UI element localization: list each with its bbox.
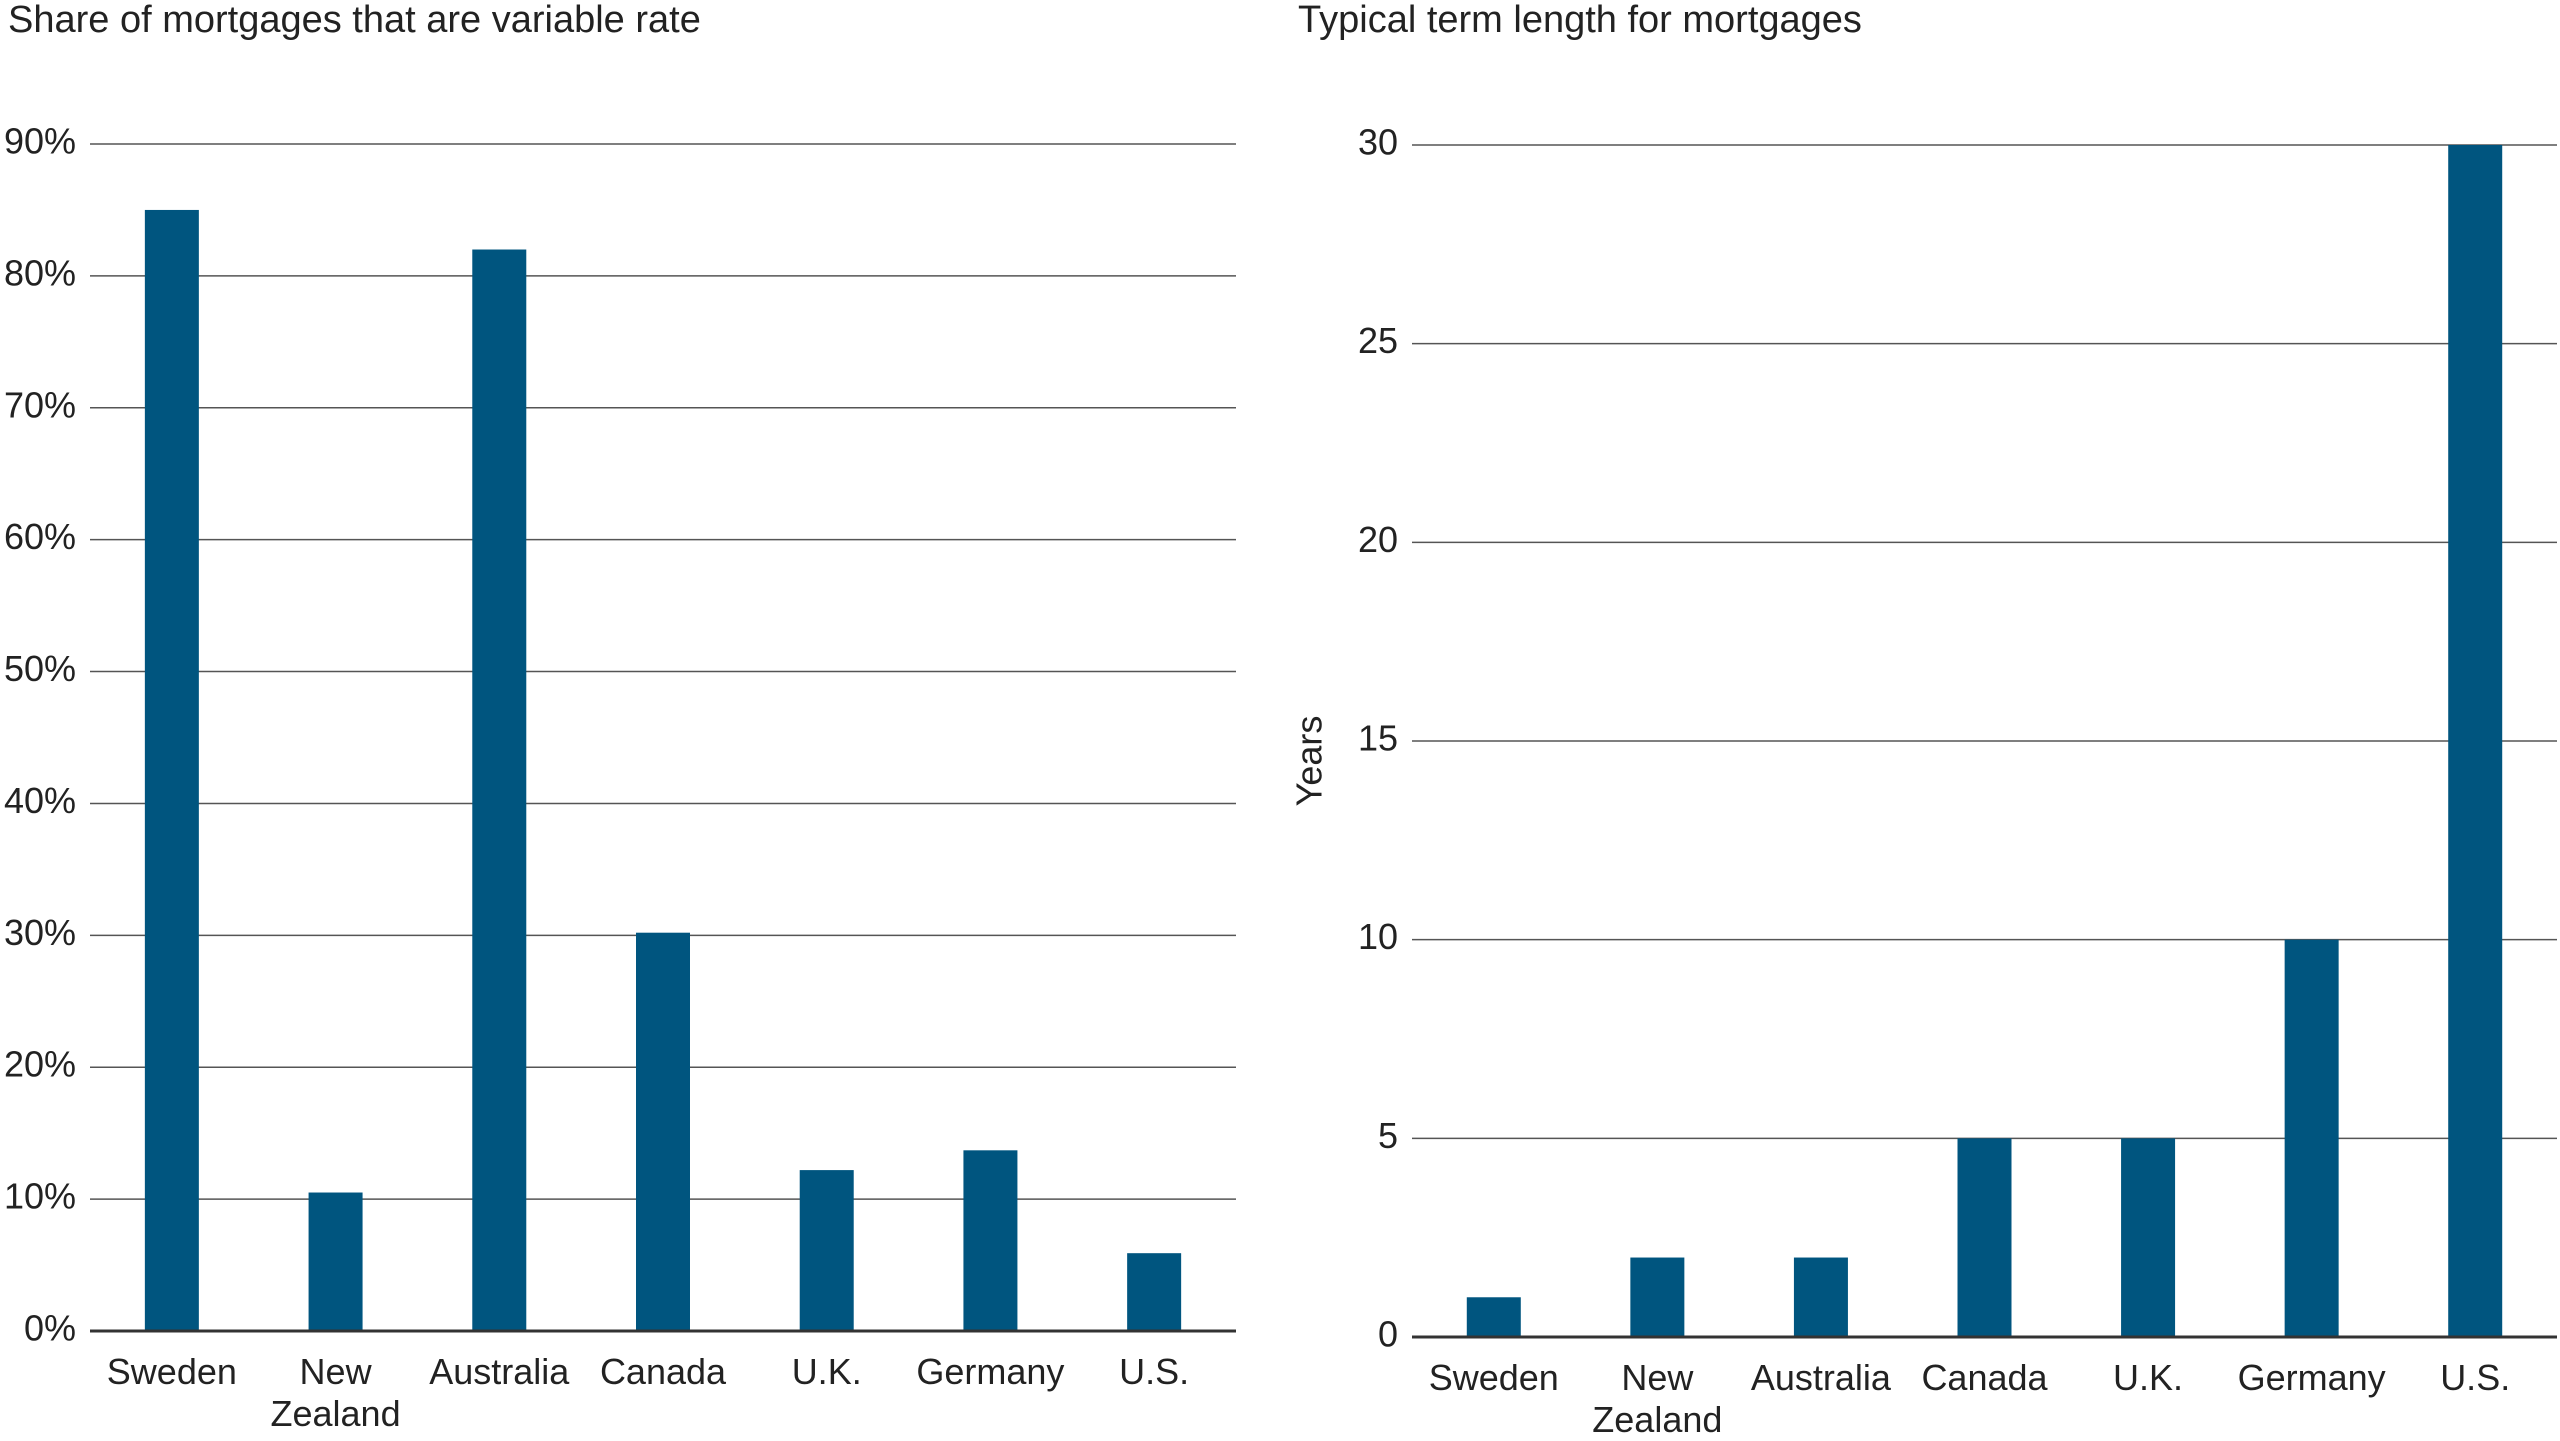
- y-tick-label: 50%: [4, 648, 76, 689]
- y-tick-label: 20%: [4, 1044, 76, 1085]
- bar: [2284, 939, 2339, 1337]
- y-tick-label: 10%: [4, 1176, 76, 1217]
- bar: [1630, 1257, 1685, 1337]
- y-tick-label: 40%: [4, 780, 76, 821]
- bar: [144, 209, 199, 1331]
- x-tick-label: Australia: [429, 1351, 570, 1392]
- y-tick-label: 90%: [4, 121, 76, 162]
- y-tick-label: 80%: [4, 252, 76, 293]
- bar: [1466, 1297, 1521, 1337]
- x-tick-label: New Zealand: [270, 1351, 401, 1434]
- y-axis-label: Years: [1289, 716, 1330, 807]
- bar: [963, 1150, 1018, 1331]
- bar: [308, 1192, 363, 1331]
- x-tick-label: Canada: [1921, 1357, 2048, 1398]
- bar: [472, 249, 527, 1331]
- x-tick-label: U.S.: [1119, 1351, 1190, 1392]
- y-tick-label: 30%: [4, 912, 76, 953]
- y-tick-label: 5: [1378, 1115, 1398, 1156]
- y-tick-label: 10: [1358, 916, 1398, 957]
- y-tick-label: 15: [1358, 718, 1398, 759]
- x-tick-label: U.K.: [2113, 1357, 2184, 1398]
- x-tick-label: Sweden: [106, 1351, 237, 1392]
- y-tick-label: 0%: [24, 1308, 76, 1349]
- bar: [1793, 1257, 1848, 1337]
- x-tick-label: Sweden: [1428, 1357, 1559, 1398]
- chart-title: Typical term length for mortgages: [1298, 0, 1862, 41]
- y-tick-label: 20: [1358, 519, 1398, 560]
- x-tick-label: Germany: [916, 1351, 1065, 1392]
- bar: [2121, 1138, 2176, 1337]
- y-tick-label: 25: [1358, 320, 1398, 361]
- y-tick-label: 0: [1378, 1314, 1398, 1355]
- x-tick-label: Canada: [599, 1351, 727, 1392]
- y-tick-label: 70%: [4, 384, 76, 425]
- x-tick-label: New Zealand: [1592, 1357, 1723, 1440]
- x-tick-label: U.S.: [2440, 1357, 2511, 1398]
- bar: [1957, 1138, 2012, 1337]
- bar: [799, 1170, 854, 1331]
- y-tick-label: 30: [1358, 122, 1398, 163]
- x-tick-label: U.K.: [791, 1351, 862, 1392]
- y-tick-label: 60%: [4, 516, 76, 557]
- chart-title: Share of mortgages that are variable rat…: [8, 0, 701, 41]
- x-tick-label: Germany: [2237, 1357, 2386, 1398]
- bar: [1127, 1253, 1182, 1331]
- bar: [636, 932, 690, 1331]
- x-tick-label: Australia: [1750, 1357, 1891, 1398]
- bar: [2448, 145, 2503, 1337]
